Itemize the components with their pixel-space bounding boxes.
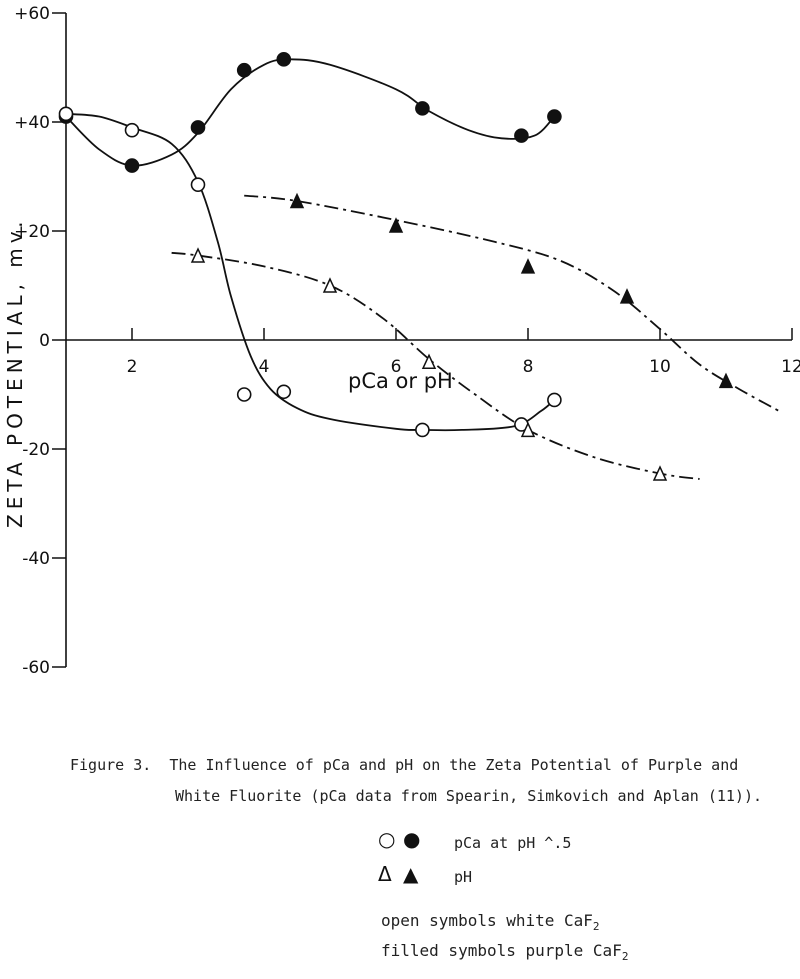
- data-point-open-circle: [124, 122, 140, 138]
- data-point-open-circle: [190, 177, 206, 192]
- x-tick-label: 8: [523, 357, 534, 377]
- series-line-open-triangle: [171, 251, 700, 480]
- series-line-filled-triangle: [244, 194, 780, 412]
- data-point-open-triangle: [421, 353, 437, 370]
- data-point-filled-triangle: [718, 372, 734, 389]
- x-axis-title: pCa or pH: [348, 369, 453, 393]
- x-tick-label: 6: [391, 357, 402, 377]
- data-point-filled-triangle: [388, 217, 404, 233]
- legend-open-triangle-icon: Δ: [378, 862, 392, 886]
- data-point-open-triangle: [322, 277, 338, 293]
- data-point-filled-circle: [514, 128, 529, 143]
- data-point-open-circle: [236, 387, 252, 402]
- data-point-filled-circle: [415, 101, 430, 116]
- series-line-open-circle: [65, 112, 555, 432]
- y-tick-label: 0: [39, 331, 50, 351]
- y-tick-label: -20: [22, 440, 50, 460]
- data-point-open-triangle: [652, 465, 668, 481]
- y-tick-label: +20: [14, 222, 50, 242]
- x-tick-label: 4: [259, 357, 270, 377]
- legend-triangles-label: pH: [454, 868, 473, 886]
- legend-filled-circle-icon: ●: [403, 827, 421, 851]
- legend-circles-label: pCa at pH ^.5: [454, 834, 572, 852]
- data-point-filled-circle: [276, 52, 292, 67]
- data-point-open-circle: [276, 384, 292, 400]
- y-tick-label: -60: [22, 658, 50, 678]
- data-point-filled-circle: [124, 158, 140, 173]
- data-point-filled-triangle: [619, 288, 635, 304]
- tick-labels: +60 +40 +20 0 -20 -40 -60 2 4 6 8 10 12: [14, 4, 800, 678]
- x-tick-label: 2: [127, 357, 138, 377]
- data-point-filled-triangle: [289, 192, 305, 209]
- markers: [58, 52, 734, 481]
- data-point-filled-circle: [190, 120, 206, 135]
- data-point-filled-circle: [547, 109, 562, 124]
- curves: [65, 58, 780, 480]
- chart: +60 +40 +20 0 -20 -40 -60 2 4 6 8 10 12 pCa or pH ZE…: [3, 4, 800, 678]
- y-tick-label: +60: [14, 4, 50, 24]
- x-tick-label: 10: [649, 357, 671, 377]
- note-filled-symbols: filled symbols purple CaF2: [381, 941, 629, 964]
- data-point-open-circle: [58, 106, 74, 122]
- data-point-filled-circle: [236, 62, 252, 78]
- x-tick-label: 12: [781, 357, 800, 377]
- series-line-filled-circle: [65, 58, 556, 167]
- figure-caption-line-1: Figure 3. The Influence of pCa and pH on…: [70, 756, 739, 774]
- y-tick-label: +40: [14, 113, 50, 133]
- data-point-open-triangle: [520, 421, 536, 438]
- data-point-open-circle: [547, 392, 562, 408]
- legend-open-circle-icon: ○: [378, 827, 396, 851]
- data-point-open-circle: [415, 422, 430, 438]
- y-tick-label: -40: [22, 549, 50, 569]
- data-point-open-triangle: [190, 247, 206, 263]
- y-axis-title: ZETA POTENTIAL, mv.: [3, 217, 27, 528]
- note-open-symbols: open symbols white CaF2: [381, 911, 600, 934]
- data-point-filled-triangle: [520, 258, 536, 274]
- legend-filled-triangle-icon: ▲: [403, 862, 419, 886]
- figure-caption-line-2: White Fluorite (pCa data from Spearin, S…: [175, 787, 762, 805]
